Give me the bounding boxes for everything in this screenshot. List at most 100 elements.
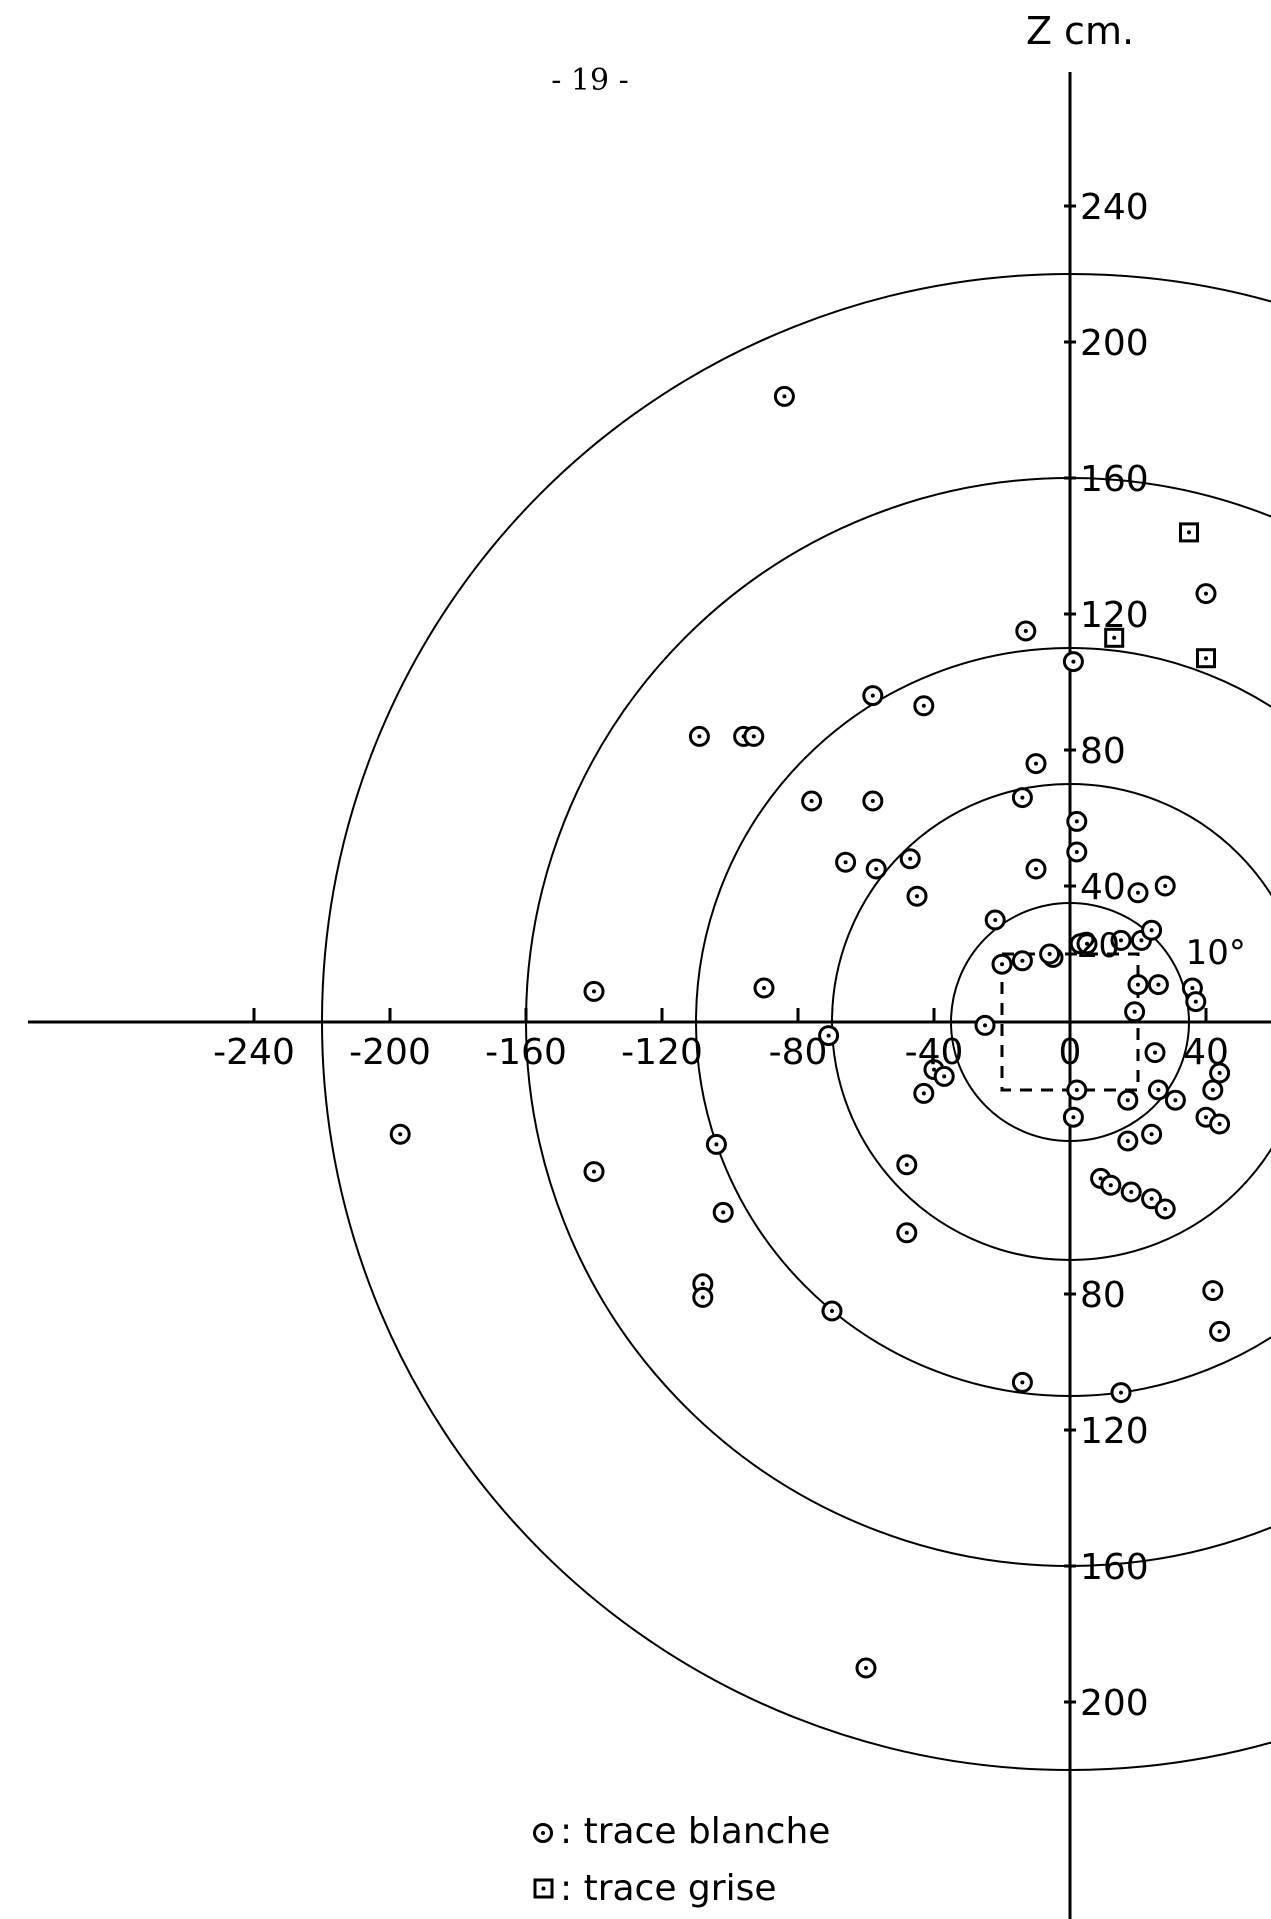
circle-point [1117,1089,1139,1111]
point-dot [1193,999,1198,1004]
circle-point [862,685,884,707]
circle-point [1110,1382,1132,1404]
circle-point [1195,583,1217,605]
point-dot [398,1132,403,1137]
point-dot [983,1023,987,1028]
point-dot [1112,635,1117,640]
y-tick-label: 200 [1080,323,1149,364]
point-dot [1217,1122,1222,1126]
legend-circle-marker-dot [541,1831,545,1835]
circle-point [1025,753,1047,775]
x-tick-label: -120 [621,1032,703,1073]
circle-point [1141,1123,1163,1145]
point-dot [921,1091,926,1096]
point-dot [932,1067,936,1072]
circle-point [389,1123,411,1145]
legend: : trace blanche : trace grise [533,1811,830,1909]
circle-point [1066,841,1088,863]
point-dot [1125,1098,1130,1103]
point-dot [1119,938,1123,943]
data-points [389,385,1231,1679]
circle-point [1062,1106,1084,1128]
square-point [1104,627,1125,648]
circle-point [1209,1320,1231,1342]
y-tick-label: 160 [1080,1547,1149,1588]
circle-point [865,858,887,880]
circle-point [1110,929,1132,951]
point-dot [1132,1009,1137,1014]
point-dot [1210,1088,1215,1092]
point-dot [1204,1115,1208,1120]
page-number: - 19 - [551,63,629,98]
circle-point [1011,1371,1033,1393]
axes [28,72,1271,1919]
circle-point [1062,651,1084,673]
point-dot [1020,1380,1025,1385]
square-point [1196,648,1216,669]
point-dot [592,989,596,994]
circle-point [753,977,775,999]
circle-point [913,695,935,717]
circle-point [821,1300,843,1322]
annotation-label: 10° [1186,933,1246,973]
point-dot [1217,1071,1222,1075]
circle-point [913,1082,935,1104]
circle-point [1015,620,1037,642]
point-dot [700,1295,705,1300]
circle-point [899,848,921,870]
circle-point [896,1154,918,1176]
annotation-label: 20 [1077,926,1120,966]
point-dot [1034,867,1038,871]
legend-entry-grise: : trace grise [533,1868,777,1909]
point-dot [908,856,913,861]
point-dot [864,1666,868,1670]
point-dot [1149,928,1154,933]
circle-point [1209,1062,1231,1084]
point-dot [1153,1050,1157,1055]
circle-point [1147,974,1169,996]
point-dot [1187,530,1191,535]
circle-point [692,1286,714,1308]
point-dot [809,799,814,803]
point-dot [1149,1132,1154,1137]
point-dot [1020,795,1025,800]
circle-point [773,385,795,407]
point-dot [1085,941,1089,946]
circle-point [1202,1280,1224,1302]
y-tick-label: 160 [1080,459,1149,500]
point-dot [697,734,702,739]
point-dot [942,1074,947,1079]
circle-point [705,1133,727,1155]
circle-point [1011,950,1033,972]
y-tick-label: 120 [1080,595,1149,636]
point-dot [762,986,766,990]
point-dot [921,703,926,708]
point-dot [1204,591,1208,596]
point-dot [904,1230,909,1235]
point-dot [1173,1098,1178,1103]
point-dot [826,1033,831,1038]
circle-point [906,885,928,907]
y-tick-label: 80 [1080,731,1126,772]
point-dot [1163,1207,1168,1211]
x-tick-label: -240 [213,1032,295,1073]
point-dot [1034,761,1038,766]
point-dot [1074,1088,1079,1092]
point-dot [1129,1190,1134,1194]
point-dot [1074,819,1079,824]
circle-point [862,790,884,812]
circle-point [1154,875,1176,897]
square-point [1179,522,1199,543]
legend-circle-marker [533,1823,553,1843]
point-dot [915,894,919,899]
y-tick-label: 200 [1080,1683,1149,1724]
circle-point [818,1025,840,1047]
circle-point [1141,919,1163,941]
legend-square-marker [533,1878,554,1899]
point-dot [870,799,875,803]
point-dot [870,693,875,698]
x-tick-label: 40 [1183,1032,1229,1073]
point-dot [1217,1329,1222,1334]
circle-point [801,790,823,812]
circle-point [1011,787,1033,809]
